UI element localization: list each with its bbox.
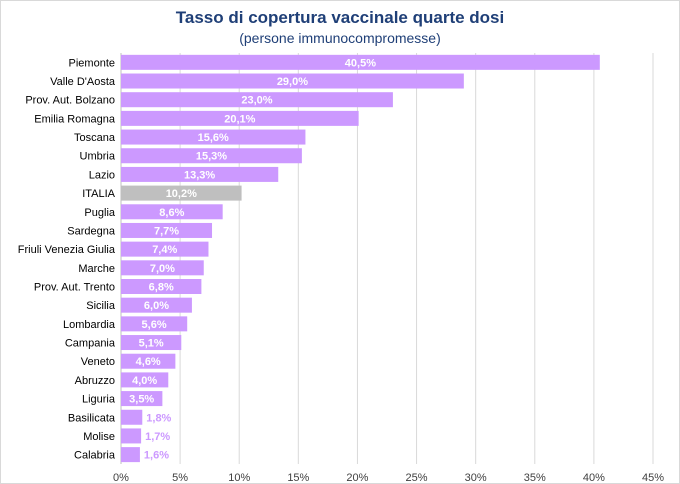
value-label: 10,2% xyxy=(166,188,197,200)
category-label: Marche xyxy=(78,263,115,275)
x-tick-labels: 0% 5% 10% 15% 20% 25% 30% 35% 40% 45% xyxy=(113,472,664,484)
category-label: Valle D'Aosta xyxy=(50,76,116,88)
bar xyxy=(121,185,242,201)
value-label: 1,6% xyxy=(144,450,169,462)
value-label: 7,4% xyxy=(152,244,177,256)
value-label: 8,6% xyxy=(159,207,184,219)
value-label: 7,0% xyxy=(150,263,175,275)
bar xyxy=(121,260,204,276)
value-label: 15,6% xyxy=(198,132,229,144)
value-label: 4,0% xyxy=(132,375,157,387)
x-tick-label: 5% xyxy=(172,472,188,484)
bars xyxy=(121,54,600,463)
x-tick-label: 30% xyxy=(465,472,487,484)
bar xyxy=(121,204,223,220)
bar xyxy=(121,148,302,164)
category-labels: Piemonte Valle D'Aosta Prov. Aut. Bolzano E… xyxy=(18,57,116,461)
value-label: 13,3% xyxy=(184,169,215,181)
x-tick-label: 25% xyxy=(406,472,428,484)
category-label: Basilicata xyxy=(68,412,116,424)
category-label: Prov. Aut. Bolzano xyxy=(25,95,115,107)
value-label: 1,7% xyxy=(145,431,170,443)
value-label: 5,1% xyxy=(139,338,164,350)
bar xyxy=(121,279,202,294)
bar xyxy=(121,166,279,182)
bar xyxy=(121,54,600,70)
category-label: Molise xyxy=(83,431,115,443)
bar xyxy=(121,316,188,332)
value-label: 5,6% xyxy=(142,319,167,331)
category-label: Abruzzo xyxy=(75,375,115,387)
value-label: 1,8% xyxy=(146,412,171,424)
bar xyxy=(121,428,142,444)
category-label: Piemonte xyxy=(69,57,115,69)
bar xyxy=(121,110,359,126)
x-tick-label: 0% xyxy=(113,472,129,484)
bar xyxy=(121,353,176,369)
category-label: Umbria xyxy=(80,151,116,163)
category-label: Campania xyxy=(65,338,116,350)
bar xyxy=(121,297,192,313)
value-label: 23,0% xyxy=(241,95,272,107)
bar xyxy=(121,372,169,388)
value-label: 6,8% xyxy=(149,282,174,294)
category-label: Lazio xyxy=(89,169,115,181)
category-label: ITALIA xyxy=(82,188,115,200)
gridlines xyxy=(120,53,654,464)
bar xyxy=(121,129,306,145)
category-label: Sardegna xyxy=(67,225,116,237)
category-label: Veneto xyxy=(81,356,115,368)
value-label: 4,6% xyxy=(136,356,161,368)
category-label: Emilia Romagna xyxy=(34,113,116,125)
bar xyxy=(121,409,143,425)
value-label: 3,5% xyxy=(129,394,154,406)
value-label: 15,3% xyxy=(196,151,227,163)
x-tick-label: 35% xyxy=(524,472,546,484)
value-labels: 40,5% 29,0% 23,0% 20,1% 15,6% 15,3% 13,3% 10,2%… xyxy=(129,57,376,461)
chart-title: Tasso di copertura vaccinale quarte dosi xyxy=(175,8,505,27)
value-label: 6,0% xyxy=(144,300,169,312)
bar xyxy=(121,241,209,257)
x-tick-label: 10% xyxy=(228,472,250,484)
x-tick-label: 15% xyxy=(287,472,309,484)
category-label: Lombardia xyxy=(63,319,116,331)
bar xyxy=(121,335,182,351)
value-label: 40,5% xyxy=(345,57,376,69)
category-label: Liguria xyxy=(82,394,116,406)
category-label: Sicilia xyxy=(86,300,116,312)
x-tick-label: 20% xyxy=(346,472,368,484)
category-label: Calabria xyxy=(74,450,116,462)
bar xyxy=(121,447,140,463)
bar xyxy=(121,391,163,407)
bar xyxy=(121,73,464,89)
x-tick-label: 40% xyxy=(583,472,605,484)
category-label: Puglia xyxy=(84,207,115,219)
category-label: Prov. Aut. Trento xyxy=(34,282,115,294)
value-label: 20,1% xyxy=(224,113,255,125)
bar xyxy=(121,92,393,108)
category-label: Friuli Venezia Giulia xyxy=(18,244,116,256)
bar xyxy=(121,222,213,238)
x-tick-label: 45% xyxy=(642,472,664,484)
value-label: 29,0% xyxy=(277,76,308,88)
value-label: 7,7% xyxy=(154,225,179,237)
category-label: Toscana xyxy=(74,132,116,144)
chart-subtitle: (persone immunocompromesse) xyxy=(239,30,441,46)
